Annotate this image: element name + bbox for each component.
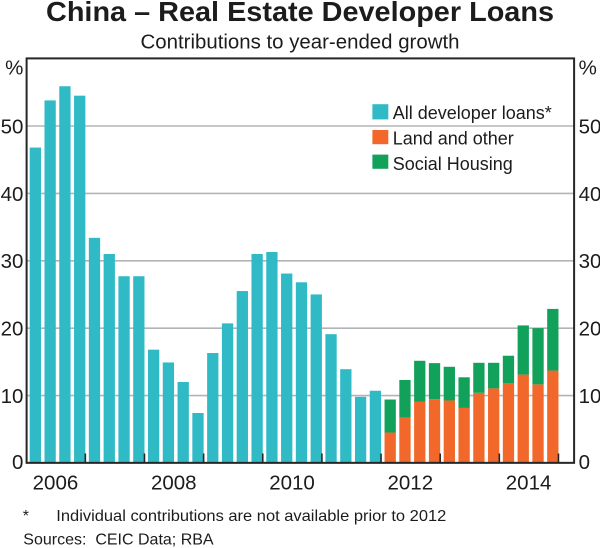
svg-text:Contributions to year-ended gr: Contributions to year-ended growth <box>141 31 460 53</box>
svg-text:2014: 2014 <box>506 471 552 494</box>
svg-text:2010: 2010 <box>269 471 315 494</box>
svg-text:Land and other: Land and other <box>393 129 514 149</box>
svg-text:10: 10 <box>579 385 600 408</box>
svg-text:20: 20 <box>1 318 24 341</box>
svg-text:50: 50 <box>1 115 24 138</box>
svg-text:50: 50 <box>579 115 600 138</box>
svg-text:Individual contributions are n: Individual contributions are not availab… <box>56 508 446 525</box>
svg-text:10: 10 <box>1 385 24 408</box>
svg-text:30: 30 <box>1 250 24 273</box>
svg-text:2006: 2006 <box>33 471 79 494</box>
svg-text:40: 40 <box>579 183 600 206</box>
svg-text:*: * <box>23 508 29 525</box>
svg-text:0: 0 <box>579 451 590 474</box>
svg-text:Social Housing: Social Housing <box>393 154 513 174</box>
svg-text:30: 30 <box>579 250 600 273</box>
svg-text:2008: 2008 <box>151 471 197 494</box>
svg-text:2012: 2012 <box>388 471 434 494</box>
svg-text:Sources: CEIC Data; RBA: Sources: CEIC Data; RBA <box>23 532 214 548</box>
svg-text:China – Real Estate Developer: China – Real Estate Developer Loans <box>46 0 554 27</box>
svg-text:All developer loans*: All developer loans* <box>393 103 552 123</box>
svg-text:40: 40 <box>1 183 24 206</box>
svg-text:%: % <box>5 57 23 80</box>
svg-text:20: 20 <box>579 318 600 341</box>
svg-text:0: 0 <box>12 451 23 474</box>
svg-text:%: % <box>579 57 597 80</box>
